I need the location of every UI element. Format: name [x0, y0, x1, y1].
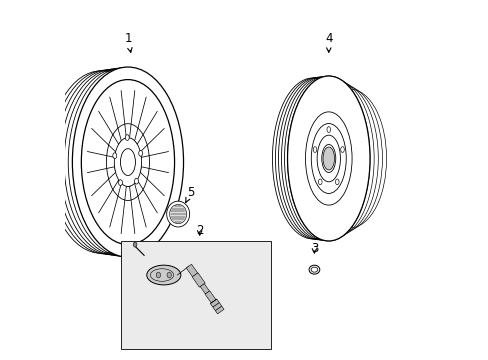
Ellipse shape [310, 267, 317, 272]
Ellipse shape [113, 153, 117, 158]
Ellipse shape [287, 76, 369, 241]
Ellipse shape [323, 147, 334, 170]
Ellipse shape [125, 135, 129, 140]
Ellipse shape [134, 178, 138, 184]
Ellipse shape [308, 265, 319, 274]
Ellipse shape [169, 204, 186, 224]
Bar [121, 241, 271, 348]
Polygon shape [204, 291, 216, 303]
Text: 1: 1 [124, 32, 132, 52]
Ellipse shape [166, 201, 189, 227]
Ellipse shape [146, 265, 181, 285]
Text: 2: 2 [196, 224, 203, 237]
Ellipse shape [72, 67, 183, 257]
Ellipse shape [287, 76, 369, 241]
Ellipse shape [114, 138, 142, 186]
Ellipse shape [133, 242, 137, 247]
Ellipse shape [340, 147, 344, 152]
Polygon shape [192, 273, 205, 287]
Ellipse shape [81, 80, 174, 244]
Ellipse shape [326, 127, 330, 132]
Polygon shape [200, 284, 209, 294]
Text: 3: 3 [310, 242, 318, 255]
Ellipse shape [118, 180, 122, 185]
Ellipse shape [167, 272, 171, 278]
Text: 5: 5 [185, 186, 194, 202]
Ellipse shape [335, 179, 338, 185]
Ellipse shape [139, 150, 142, 156]
Ellipse shape [156, 272, 160, 278]
Ellipse shape [318, 179, 322, 185]
Text: 4: 4 [325, 32, 332, 52]
Polygon shape [210, 299, 224, 314]
Ellipse shape [313, 147, 316, 152]
Ellipse shape [48, 71, 154, 253]
Polygon shape [186, 264, 197, 277]
